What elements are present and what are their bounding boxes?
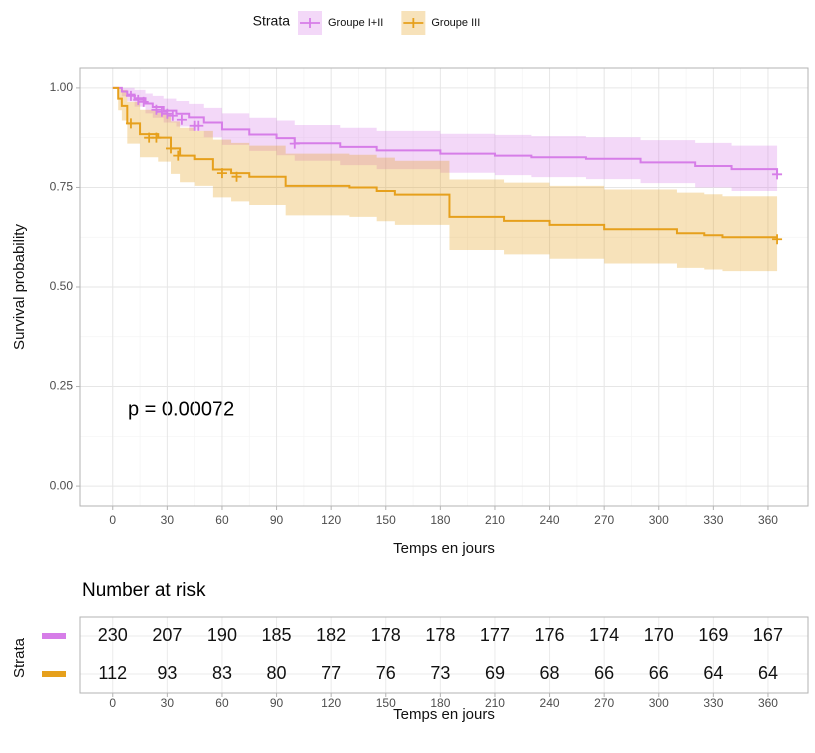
risk-count: 207 — [152, 625, 182, 645]
x-tick-label: 90 — [270, 696, 284, 710]
risk-count: 69 — [485, 663, 505, 683]
y-axis-title: Survival probability — [11, 224, 28, 350]
x-tick-label: 240 — [540, 696, 560, 710]
risk-count: 68 — [540, 663, 560, 683]
censor-mark — [151, 132, 162, 143]
censor-mark — [138, 96, 149, 107]
x-tick-label: 0 — [109, 513, 116, 527]
survival-curve — [112, 86, 778, 239]
risk-count: 177 — [480, 625, 510, 645]
grid — [80, 68, 808, 506]
x-tick-label: 60 — [215, 696, 229, 710]
y-tick-label: 1.00 — [50, 80, 74, 94]
censor-mark — [125, 118, 136, 129]
risk-count: 178 — [425, 625, 455, 645]
risk-count: 167 — [753, 625, 783, 645]
x-tick-label: 30 — [161, 513, 175, 527]
censor-mark — [772, 169, 783, 180]
x-tick-label: 150 — [376, 696, 396, 710]
x-tick-label: 90 — [270, 513, 284, 527]
legend-title: Strata — [253, 13, 291, 29]
censor-mark — [289, 138, 300, 149]
risk-count: 176 — [535, 625, 565, 645]
x-tick-label: 150 — [376, 513, 396, 527]
x-tick-label: 240 — [540, 513, 560, 527]
x-tick-label: 30 — [161, 696, 175, 710]
risk-count: 64 — [758, 663, 778, 683]
x-tick-label: 60 — [215, 513, 229, 527]
risk-count: 169 — [698, 625, 728, 645]
risk-count: 77 — [321, 663, 341, 683]
risk-count: 73 — [430, 663, 450, 683]
risk-count: 190 — [207, 625, 237, 645]
panel-border — [79, 67, 809, 507]
risk-count: 80 — [267, 663, 287, 683]
legend-symbol — [300, 18, 320, 28]
censor-mark — [193, 120, 204, 131]
x-axis-title: Temps en jours — [393, 540, 495, 557]
y-tick-label: 0.00 — [50, 478, 74, 492]
x-tick-label: 180 — [430, 696, 450, 710]
table-panel — [80, 617, 808, 693]
risk-count: 66 — [594, 663, 614, 683]
table-x-title: Temps en jours — [393, 706, 495, 723]
x-tick-label: 360 — [758, 513, 778, 527]
strata-key — [42, 633, 66, 639]
risk-count: 66 — [649, 663, 669, 683]
censor-mark — [151, 104, 162, 115]
table-title: Number at risk — [82, 580, 206, 601]
x-tick-label: 330 — [703, 696, 723, 710]
censor-mark — [173, 150, 184, 161]
censor-mark — [167, 110, 178, 121]
legend-label: Groupe III — [431, 17, 480, 29]
confidence-band — [112, 87, 778, 272]
table-y-title: Strata — [11, 637, 28, 678]
p-value: p = 0.00072 — [128, 398, 234, 420]
x-tick-label: 270 — [594, 513, 614, 527]
censor-mark — [133, 94, 144, 105]
risk-count: 230 — [98, 625, 128, 645]
risk-count: 182 — [316, 625, 346, 645]
risk-count: 64 — [703, 663, 723, 683]
x-tick-label: 360 — [758, 696, 778, 710]
x-tick-label: 120 — [321, 513, 341, 527]
panel-border — [79, 616, 809, 694]
x-tick-label: 210 — [485, 513, 505, 527]
censor-mark — [231, 171, 242, 182]
risk-count: 178 — [371, 625, 401, 645]
censor-mark — [125, 90, 136, 101]
risk-count: 112 — [98, 663, 127, 683]
censor-mark — [772, 234, 783, 245]
censor-mark — [216, 168, 227, 179]
x-tick-label: 300 — [649, 513, 669, 527]
y-tick-label: 0.25 — [50, 379, 74, 393]
strata-key — [42, 671, 66, 677]
x-tick-label: 180 — [430, 513, 450, 527]
x-tick-label: 330 — [703, 513, 723, 527]
x-tick-label: 0 — [109, 696, 116, 710]
legend-symbol — [403, 18, 424, 28]
risk-count: 83 — [212, 663, 232, 683]
risk-count: 93 — [157, 663, 177, 683]
confidence-band — [112, 87, 778, 194]
risk-count: 174 — [589, 625, 619, 645]
legend-label: Groupe I+II — [328, 17, 383, 29]
censor-mark — [162, 108, 173, 119]
censor-mark — [176, 114, 187, 125]
risk-count: 185 — [262, 625, 292, 645]
x-tick-label: 210 — [485, 696, 505, 710]
x-tick-label: 270 — [594, 696, 614, 710]
censor-mark — [166, 143, 176, 154]
risk-count: 170 — [644, 625, 674, 645]
y-tick-label: 0.50 — [50, 279, 74, 293]
censor-mark — [156, 106, 167, 117]
x-tick-label: 120 — [321, 696, 341, 710]
y-tick-label: 0.75 — [50, 180, 74, 194]
x-tick-label: 300 — [649, 696, 669, 710]
risk-count: 76 — [376, 663, 396, 683]
